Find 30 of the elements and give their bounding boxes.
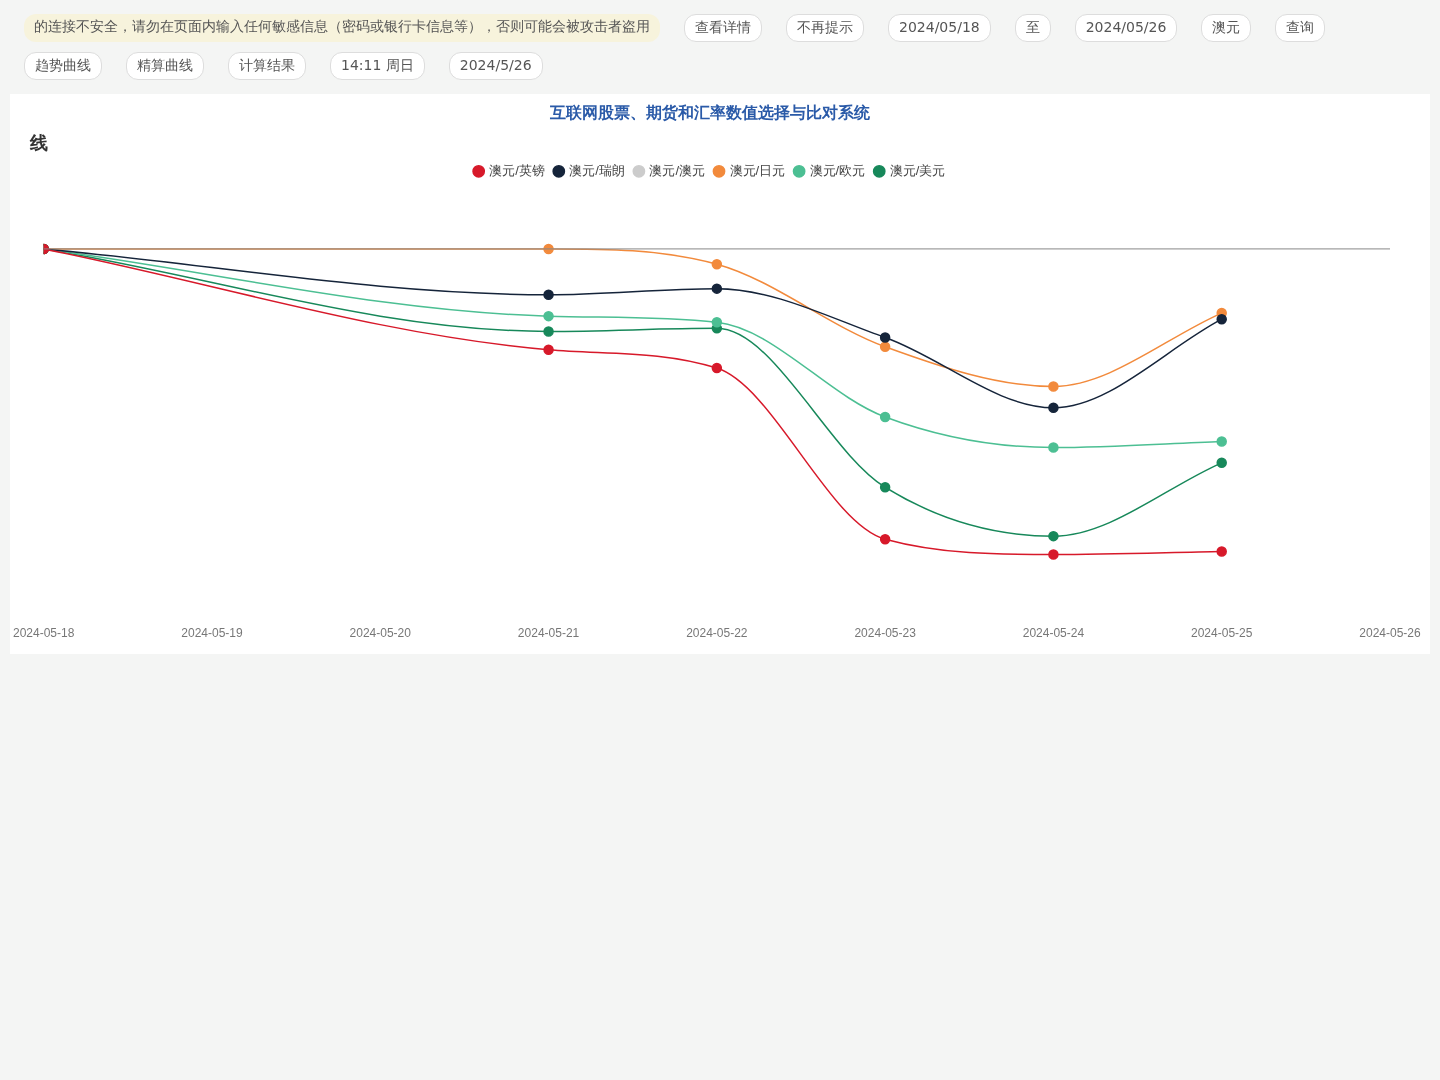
text: 至 [1014, 14, 1051, 42]
chart-subtitle: 线 [29, 132, 48, 153]
text: 精算曲线 [126, 52, 204, 80]
x-tick-label: 2024-05-26 [1359, 626, 1422, 641]
chart-title: 互联网股票、期货和汇率数值选择与比对系统 [549, 103, 871, 123]
x-tick-label: 2024-05-20 [349, 626, 412, 641]
x-tick-label: 2024-05-23 [854, 626, 917, 641]
x-tick-label: 2024-05-19 [181, 626, 243, 641]
text: 查询 [1275, 14, 1326, 42]
text: 2024/5/26 [448, 52, 543, 80]
text: 澳元 [1201, 14, 1252, 42]
text: 的连接不安全，请勿在页面内输入任何敏感信息（密码或银行卡信息等），否则可能会被攻击者盗用 [24, 14, 660, 42]
legend-label: 澳元/日元 [729, 162, 786, 178]
x-tick-label: 2024-05-24 [1022, 626, 1085, 641]
x-tick-label: 2024-05-22 [686, 626, 748, 641]
text: 14:11 周日 [330, 52, 425, 80]
text: 不再提示 [786, 14, 864, 42]
x-tick-label: 2024-05-21 [517, 626, 580, 641]
text: 查看详情 [684, 14, 762, 42]
legend-label: 澳元/美元 [889, 162, 946, 178]
legend-label: 澳元/澳元 [649, 162, 706, 178]
x-tick-label: 2024-05-18 [13, 626, 75, 641]
legend-label: 澳元/英镑 [489, 162, 545, 178]
legend-label: 澳元/瑞朗 [569, 162, 625, 178]
legend-label: 澳元/欧元 [809, 162, 866, 178]
text: 计算结果 [228, 52, 306, 80]
x-tick-label: 2024-05-25 [1191, 626, 1253, 641]
text: 2024/05/18 [888, 14, 991, 42]
text: 2024/05/26 [1074, 14, 1178, 42]
text: 趋势曲线 [24, 52, 102, 80]
